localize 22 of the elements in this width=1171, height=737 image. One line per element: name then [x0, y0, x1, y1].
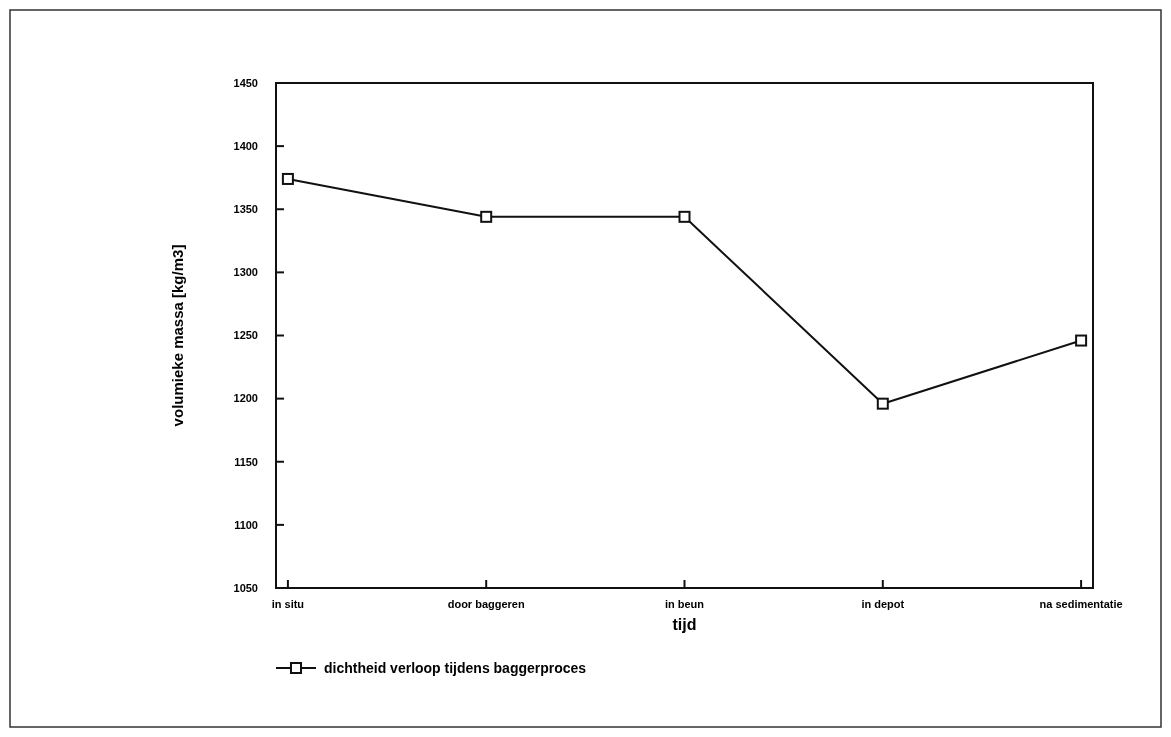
y-tick-label: 1100 [234, 518, 258, 531]
y-tick-label: 1450 [233, 76, 258, 89]
y-tick-label: 1350 [233, 203, 258, 216]
y-tick-label: 1150 [234, 455, 258, 468]
point [480, 210, 493, 223]
legend-label: dichtheid verloop tijdens baggerproces [324, 659, 587, 676]
y-tick-label: 1050 [233, 581, 258, 594]
y-axis-title: volumieke massa [kg/m3] [169, 244, 186, 427]
x-axis-title: tijd [672, 616, 697, 633]
point [281, 172, 294, 185]
y-tick-label: 1300 [233, 266, 258, 279]
y-tick-label: 1250 [233, 329, 258, 342]
x-tick-label: in depot [861, 598, 905, 610]
x-tick-label: in beun [664, 598, 705, 610]
x-tick-label: in situ [271, 598, 305, 610]
x-tick-label: na sedimentatie [1039, 598, 1123, 610]
y-tick-label: 1400 [233, 139, 258, 152]
point [876, 397, 889, 410]
point [678, 210, 691, 223]
point [1075, 334, 1088, 347]
y-tick-label: 1200 [233, 392, 258, 405]
x-tick-label: door baggeren [447, 598, 525, 610]
